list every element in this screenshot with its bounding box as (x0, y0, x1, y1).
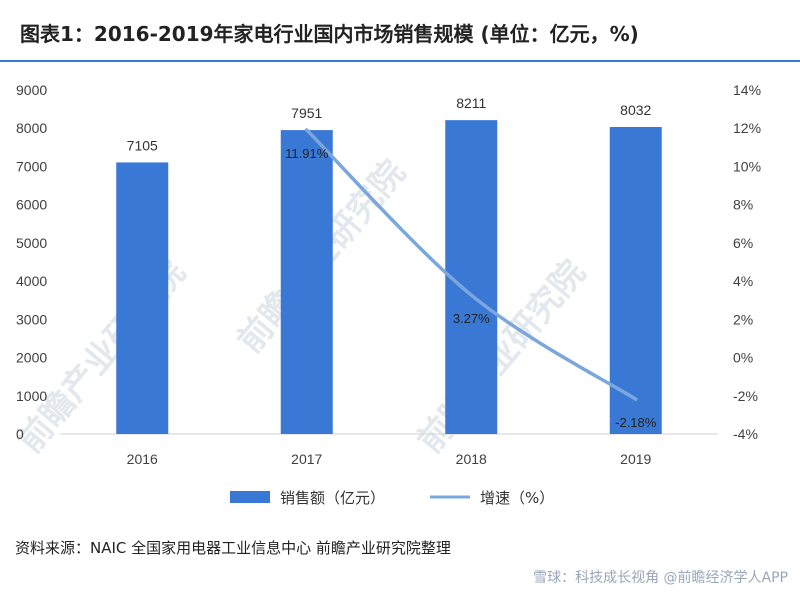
y-right-tick-label: 10% (733, 158, 761, 174)
y-right-tick-label: 8% (733, 197, 753, 213)
title-rule (0, 60, 800, 62)
growth-value-label: 11.91% (285, 146, 329, 161)
x-tick-label: 2018 (456, 451, 487, 467)
chart-title: 图表1：2016-2019年家电行业国内市场销售规模 (单位：亿元，%) (20, 22, 639, 46)
y-left-tick-label: 7000 (16, 158, 47, 174)
bar (445, 120, 498, 434)
legend-bar-label: 销售额（亿元） (280, 489, 385, 507)
y-left-tick-label: 8000 (16, 120, 47, 136)
y-right-tick-label: -4% (733, 426, 758, 442)
y-right-tick-label: 12% (733, 120, 761, 136)
y-right-tick-label: 2% (733, 311, 753, 327)
y-right-tick-label: 0% (733, 350, 753, 366)
y-right-tick-label: 14% (733, 82, 761, 98)
y-left-tick-label: 1000 (16, 388, 47, 404)
title-bar: 图表1：2016-2019年家电行业国内市场销售规模 (单位：亿元，%) (0, 0, 800, 66)
y-left-tick-label: 2000 (16, 350, 47, 366)
legend-bar-swatch (230, 491, 270, 503)
watermark-footer: 雪球：科技成长视角 @前瞻经济学人APP (533, 570, 788, 586)
y-left-tick-label: 0 (16, 426, 24, 442)
bar-value-label: 8211 (456, 95, 486, 111)
x-tick-label: 2019 (620, 451, 651, 467)
y-left-tick-label: 6000 (16, 197, 47, 213)
bar (116, 162, 169, 434)
y-right-tick-label: 6% (733, 235, 753, 251)
bar-value-label: 8032 (620, 102, 651, 118)
y-left-tick-label: 9000 (16, 82, 47, 98)
y-left-tick-label: 3000 (16, 311, 47, 327)
bar-value-label: 7105 (127, 137, 158, 153)
x-tick-label: 2017 (291, 451, 322, 467)
y-left-tick-label: 4000 (16, 273, 47, 289)
y-right-tick-label: -2% (733, 388, 758, 404)
growth-value-label: -2.18% (615, 415, 657, 430)
legend-line-label: 增速（%） (480, 489, 554, 507)
growth-line (305, 128, 638, 401)
growth-value-label: 3.27% (453, 311, 490, 326)
bar (609, 126, 662, 434)
source-note: 资料来源：NAIC 全国家用电器工业信息中心 前瞻产业研究院整理 (15, 539, 451, 557)
chart: 0 1000 2000 3000 4000 5000 6000 7000 8000 9000 -4%… (16, 82, 761, 507)
bar-value-label: 7951 (291, 105, 322, 121)
x-tick-label: 2016 (127, 451, 158, 467)
bar (280, 130, 333, 435)
y-left-tick-label: 5000 (16, 235, 47, 251)
y-right-tick-label: 4% (733, 273, 753, 289)
